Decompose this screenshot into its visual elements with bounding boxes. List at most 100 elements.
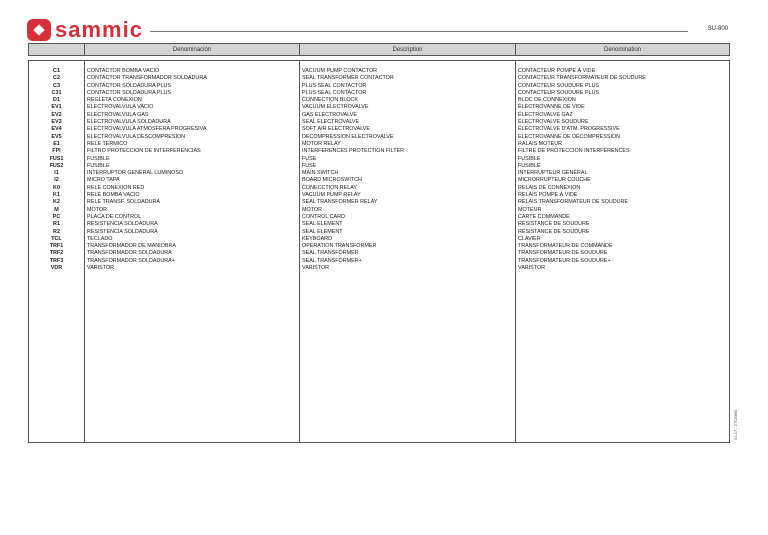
denominacion-es: FUSIBLE	[87, 162, 110, 169]
denominacion-es: ELECTROVALVULA GAS	[87, 111, 149, 118]
description-en: MOTOR	[302, 206, 322, 213]
denominacion-es: CONTACTOR SOLDADURA PLUS	[87, 82, 171, 89]
description-en: CONECCTION RELAY	[302, 184, 358, 191]
description-en: VACUUM ELECTROVALVE	[302, 104, 369, 111]
denominacion-es: ELECTROVALVULA DESCOMPRESION	[87, 133, 186, 140]
description-en: SEAL ELEMENT	[302, 221, 343, 228]
denomination-fr: FILTRE DE PROTECCION INTERFÉRENCES	[518, 148, 630, 155]
description-en: GAS ELECTROVALVE	[302, 111, 357, 118]
component-code: TCL	[51, 235, 62, 242]
denominacion-es: CONTACTOR BOMBA VACIO	[87, 68, 160, 74]
header-rule	[150, 31, 688, 32]
denomination-fr: FUSIBLE	[518, 162, 541, 169]
denominacion-es: TRANSFORMADOR DE MANIOBRA	[87, 243, 176, 250]
denomination-fr: VARISTOR	[518, 265, 546, 272]
component-code: EV3	[51, 119, 62, 126]
description-en: SEAL TRANSFORMER CONTACTOR	[302, 75, 394, 82]
component-code: K2	[53, 199, 60, 206]
denominacion-es: VARISTOR	[87, 265, 115, 272]
denominacion-es: PLACA DE CONTROL	[87, 213, 142, 220]
component-code: EV5	[51, 133, 62, 140]
logo-text: sammic	[55, 17, 143, 42]
component-code: C2	[53, 75, 60, 82]
description-en: CONNECTION BLOCK	[302, 97, 359, 104]
denominacion-es: ELECTROVALVULA SOLDADURA	[87, 119, 171, 126]
component-code: PC	[52, 213, 61, 220]
denomination-fr: ÉLECTROVANNE DE VIDE	[518, 104, 585, 111]
denominacion-es: FILTRO PROTECCION DE INTERFERENCIAS	[87, 148, 201, 155]
denominacion-es: RELE BOMBA VACIO	[87, 192, 140, 199]
denominacion-es: TRANSFORMADOR SOLDADURA	[87, 250, 172, 257]
denominacion-es: RESISTENCIA SOLDADURA	[87, 228, 158, 235]
denomination-fr: ÉLECTROVALVE GAZ	[518, 111, 573, 118]
component-code: C31	[51, 89, 62, 96]
table-header: Denominación Description Denomination	[28, 43, 730, 56]
description-en: OPERATION TRANSFORMER	[302, 243, 377, 250]
description-en: SEAL TRANSFORMER+	[302, 257, 362, 264]
component-code: K0	[53, 184, 60, 191]
sammic-logo: sammic	[27, 17, 143, 43]
document-reference: SU-800	[707, 26, 728, 32]
denomination-fr: CLAVIER	[518, 235, 541, 242]
denomination-fr: MICRORRUPTEUR COUCHE	[518, 177, 591, 184]
code-column: C1 C2 C3 C31 D1 EV1 EV2 EV3 EV4 EV5 E1 FPI FUS1 FUS2 I…	[29, 61, 84, 442]
denominacion-es: ELECTROVALVULA ATMOSFERA PROGRESIVA	[87, 126, 207, 133]
denomination-fr: CONTACTEUR TRANSFORMATEUR DE SOUDURE	[518, 75, 646, 82]
description-en: SEAL ELECTROVALVE	[302, 119, 360, 126]
component-code: EV4	[51, 126, 62, 133]
denominacion-es: ELECTROVALVULA VACIO	[87, 104, 154, 111]
description-en: SEAL TRANSFORMER	[302, 250, 359, 257]
component-code: D1	[53, 97, 60, 104]
component-code: I2	[54, 177, 59, 184]
description-en: VACUUM PUMP RELAY	[302, 192, 361, 199]
header-description: Description	[299, 44, 515, 55]
denomination-fr: ÉLECTROVANNE DE DÉCOMPRESSION	[518, 133, 621, 140]
component-code: I1	[54, 170, 59, 177]
denomination-fr: BLOC DE CONNEXION	[518, 97, 576, 104]
denominacion-es: MOTOR	[87, 206, 107, 213]
denominacion-es: CONTACTOR SOLDADURA PLUS	[87, 89, 171, 96]
denominacion-es: TECLADO	[87, 235, 113, 242]
denomination-fr: RÉSISTANCE DE SOUDURE	[518, 221, 590, 228]
denomination-fr: TRANSFORMATEUR DE SOUDURE	[518, 250, 608, 257]
description-en: KEYBOARD	[302, 235, 332, 242]
header-denominacion: Denominación	[84, 44, 299, 55]
denomination-fr: CONTACTEUR SOUDURE PLUS	[518, 82, 600, 89]
sammic-logo-mark-icon	[27, 19, 51, 41]
english-column: VACUUM PUMP CONTACTOR SEAL TRANSFORMER CO…	[299, 61, 515, 442]
component-code: FPI	[52, 148, 61, 155]
description-en: PLUS SEAL CONTACTOR	[302, 82, 367, 89]
denomination-fr: RELAIS DE CONNEXION	[518, 184, 581, 191]
description-en: SEAL ELEMENT	[302, 228, 343, 235]
denomination-fr: ÉLECTROVALVE SOUDURE	[518, 119, 589, 126]
component-code: TRF2	[49, 250, 64, 257]
denominacion-es: CONTACTOR TRANSFORMADOR SOLDADURA	[87, 75, 207, 82]
side-reference: 01-17 - 2TO8880	[733, 409, 738, 440]
denominacion-es: RELE TERMICO	[87, 140, 128, 147]
description-en: MOTOR RELAY	[302, 140, 341, 147]
description-en: CONTROL CARD	[302, 213, 345, 220]
description-en: BOARD MICROSWITCH	[302, 177, 362, 184]
denomination-fr: CONTACTEUR POMPE À VIDE	[518, 68, 596, 74]
description-en: DECOMPRESSION ELECTROVALVE	[302, 133, 394, 140]
header-denomination: Denomination	[515, 44, 729, 55]
denomination-fr: RELAIS TRANSFORMATEUR DE SOUDURE	[518, 199, 629, 206]
spanish-column: CONTACTOR BOMBA VACIO CONTACTOR TRANSFORM…	[84, 61, 299, 442]
description-en: FUSE	[302, 162, 317, 169]
denomination-fr: RELAIS POMPE À VIDE	[518, 192, 578, 199]
denomination-fr: FUSIBLE	[518, 155, 541, 162]
component-code: K1	[53, 192, 60, 199]
denomination-fr: RÉSISTANCE DE SOUDURE	[518, 228, 590, 235]
description-en: VARISTOR	[302, 265, 330, 272]
denominacion-es: RELE TRANSF. SOLDADURA	[87, 199, 160, 206]
component-code: R2	[53, 228, 60, 235]
denominacion-es: MICRO TAPA	[87, 177, 120, 184]
description-en: INTERFERENCES PROTECTION FILTER	[302, 148, 405, 155]
header-code	[29, 44, 84, 55]
denomination-fr: RALAIS MOTEUR	[518, 140, 563, 147]
component-code: TRF3	[49, 257, 64, 264]
denomination-fr: TRANSFORMATEUR DE SOUDURE+	[518, 257, 611, 264]
denomination-fr: INTERRUPTEUR GÉNÉRAL	[518, 170, 588, 177]
component-code: M	[54, 206, 59, 213]
